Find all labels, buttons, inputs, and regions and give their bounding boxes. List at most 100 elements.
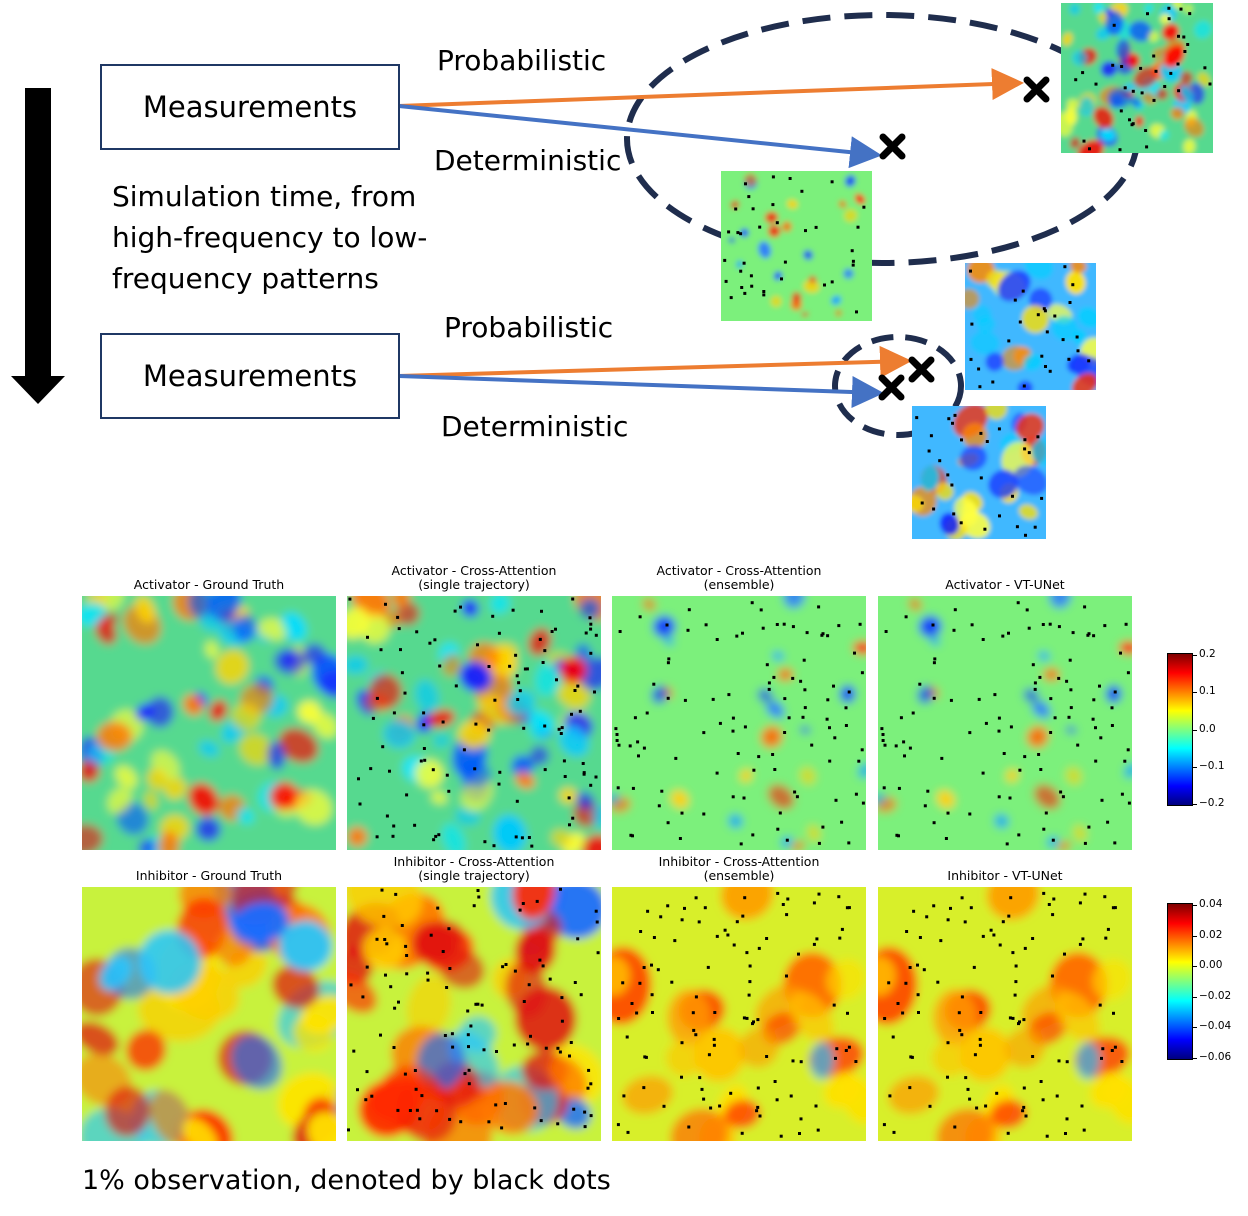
observation-dot <box>467 1045 470 1049</box>
observation-dot <box>904 981 908 985</box>
observation-dot <box>847 1045 851 1049</box>
observation-dot <box>389 985 393 989</box>
title-line: (single trajectory) <box>418 868 530 883</box>
observation-dot <box>533 1106 537 1110</box>
observation-dot <box>514 835 518 839</box>
observation-dot <box>348 597 352 601</box>
observation-dot <box>977 697 981 701</box>
observation-dot <box>929 434 933 438</box>
observation-dot <box>799 1060 803 1064</box>
observation-dot <box>1023 438 1027 442</box>
observation-dot <box>521 902 525 905</box>
observation-dot <box>773 768 777 771</box>
observation-dot <box>375 937 379 941</box>
observation-dot <box>998 514 1001 518</box>
x-mark-deterministic-bottom <box>878 374 905 401</box>
colorbar-tick-mark <box>1193 905 1197 906</box>
observation-dot <box>466 1033 470 1037</box>
observation-dot <box>463 1072 467 1076</box>
observation-dot <box>1009 725 1013 729</box>
observation-dot <box>902 740 906 744</box>
observation-dot <box>1087 825 1091 829</box>
observation-dot <box>771 753 775 756</box>
observation-dot <box>1024 1114 1028 1118</box>
observation-dot <box>932 696 936 700</box>
observation-dot <box>756 1086 760 1090</box>
observation-dot <box>436 906 440 910</box>
observation-dot <box>922 968 926 972</box>
observation-dot <box>539 1119 543 1123</box>
observation-dot <box>454 684 458 688</box>
observation-dot <box>1100 1056 1103 1060</box>
observation-dot <box>563 775 567 778</box>
observation-dot <box>964 1076 968 1080</box>
observation-dot <box>556 1046 560 1050</box>
observation-dot <box>1145 145 1149 149</box>
observation-dot <box>1083 892 1087 896</box>
observation-dot <box>915 416 919 420</box>
observation-dot <box>680 918 684 922</box>
activator-cross-attention-ensemble-panel <box>612 596 866 850</box>
arrow-probabilistic-bottom <box>398 345 912 378</box>
observation-dot <box>659 915 663 919</box>
label-deterministic-top: Deterministic <box>434 144 622 177</box>
observation-dot <box>626 1130 630 1134</box>
observation-dot <box>923 804 927 808</box>
observation-dot <box>582 771 586 775</box>
observation-dot <box>392 1046 396 1049</box>
observation-dot <box>527 983 531 987</box>
observation-dot <box>1049 731 1053 734</box>
observation-dots <box>616 891 858 1138</box>
observation-dot <box>960 438 963 442</box>
observation-dot <box>1059 790 1063 794</box>
observation-dot <box>628 744 632 748</box>
observation-dot <box>767 687 771 691</box>
observation-dot <box>429 933 433 937</box>
simulation-text-line-1: Simulation time, from <box>112 180 417 213</box>
observation-dot <box>735 634 739 638</box>
observation-dot <box>1068 301 1072 304</box>
observation-dot <box>944 837 948 840</box>
observation-dot <box>963 920 967 924</box>
observation-dot <box>504 963 508 966</box>
observation-dot <box>1009 896 1013 900</box>
inhibitor-colorbar <box>1167 903 1193 1060</box>
observation-dot <box>1120 65 1124 68</box>
observation-dot <box>422 723 426 727</box>
observation-dot <box>404 944 408 948</box>
observation-dot <box>495 1050 498 1053</box>
observation-dot <box>560 996 564 1000</box>
observation-dot <box>384 602 387 606</box>
observation-dot <box>1128 118 1131 122</box>
observation-dot <box>952 512 956 516</box>
observation-dot <box>908 746 912 750</box>
x-mark-probabilistic-top <box>1023 76 1050 103</box>
observation-dot <box>576 937 580 941</box>
observation-dot <box>515 799 519 803</box>
observation-dot <box>1041 1098 1045 1102</box>
observation-dot <box>1067 357 1071 361</box>
observation-dot <box>396 615 400 619</box>
observation-dot <box>997 729 1001 733</box>
observation-dot <box>594 909 598 913</box>
observation-dot <box>953 608 957 612</box>
observation-dot <box>706 965 710 969</box>
observation-dot <box>588 616 592 620</box>
observation-dot <box>750 284 754 288</box>
observation-dot <box>844 706 848 710</box>
observation-dot <box>845 906 849 910</box>
observation-dot <box>1053 716 1057 720</box>
observation-dot <box>459 605 462 609</box>
observation-dot <box>1023 447 1027 451</box>
observation-dot <box>698 1076 702 1080</box>
observation-dot <box>812 901 816 905</box>
observation-dot <box>972 965 976 969</box>
observation-dot <box>555 678 558 682</box>
observation-dot <box>740 1131 744 1135</box>
observation-dot <box>477 895 481 899</box>
observation-dot <box>447 927 451 931</box>
observation-dot <box>415 1108 419 1112</box>
observation-dot <box>984 1104 988 1108</box>
observation-dot <box>739 232 743 236</box>
observation-dot <box>776 827 780 831</box>
